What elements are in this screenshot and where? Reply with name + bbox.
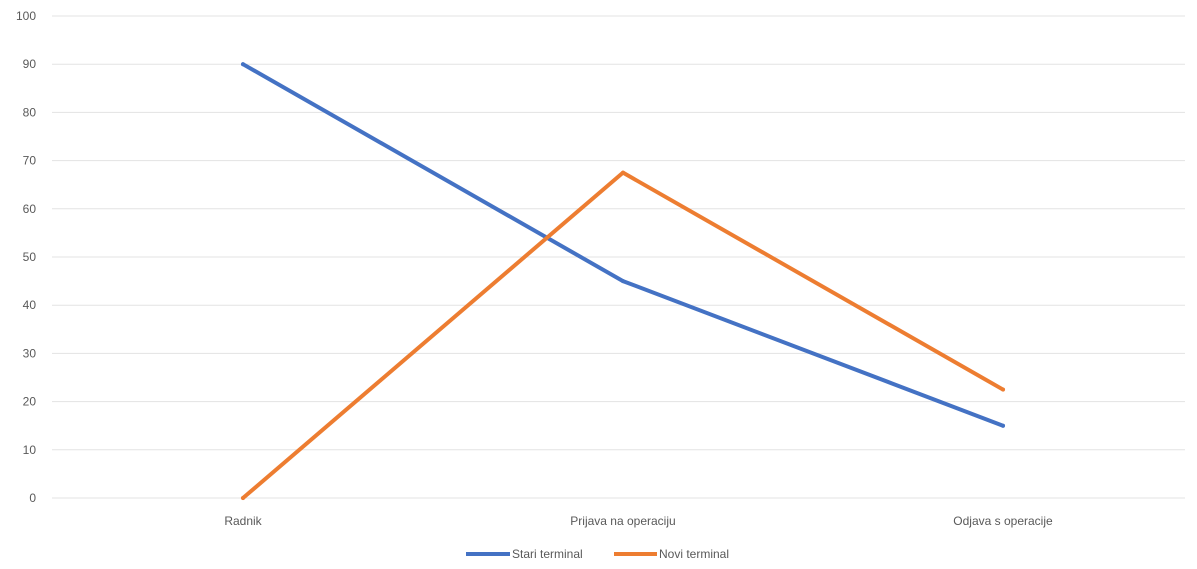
y-tick-label: 90 xyxy=(23,57,37,71)
y-tick-label: 60 xyxy=(23,202,37,216)
data-point xyxy=(1001,387,1005,392)
y-tick-label: 40 xyxy=(23,298,37,312)
y-tick-label: 10 xyxy=(23,443,37,457)
legend-label: Novi terminal xyxy=(659,547,729,561)
x-tick-label: Prijava na operaciju xyxy=(570,514,675,528)
y-axis-ticks: 0 10 20 30 40 50 60 70 80 90 100 xyxy=(16,9,36,505)
y-tick-label: 0 xyxy=(29,491,36,505)
data-point xyxy=(1001,423,1005,428)
series-line-1 xyxy=(241,170,1005,500)
y-tick-label: 50 xyxy=(23,250,37,264)
x-tick-label: Odjava s operacije xyxy=(953,514,1053,528)
legend: Stari terminal Novi terminal xyxy=(466,547,729,561)
data-point xyxy=(241,62,245,67)
data-point xyxy=(621,170,625,175)
series-line-0 xyxy=(241,62,1005,428)
y-tick-label: 20 xyxy=(23,395,37,409)
x-tick-label: Radnik xyxy=(224,514,262,528)
x-axis-ticks: Radnik Prijava na operaciju Odjava s opera… xyxy=(224,514,1053,528)
y-tick-label: 30 xyxy=(23,346,37,360)
series-lines xyxy=(241,62,1005,500)
legend-label: Stari terminal xyxy=(512,547,583,561)
data-point xyxy=(241,496,245,500)
y-tick-label: 80 xyxy=(23,105,37,119)
data-point xyxy=(621,279,625,284)
y-tick-label: 70 xyxy=(23,154,37,168)
gridlines xyxy=(52,15,1185,499)
y-tick-label: 100 xyxy=(16,9,36,23)
